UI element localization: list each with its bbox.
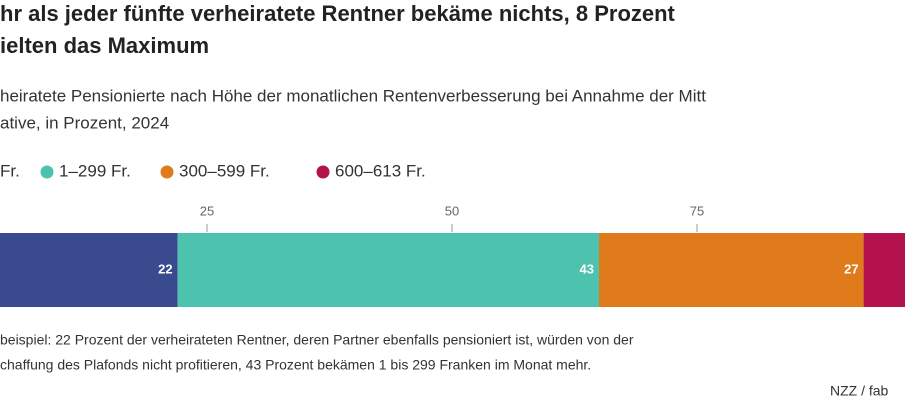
legend-marker: [40, 165, 54, 179]
value-label: 27: [844, 261, 858, 276]
legend-label: 600–613 Fr.: [335, 161, 426, 180]
footnote: beispiel: 22 Prozent der verheirateten R…: [0, 332, 634, 348]
chart-subtitle: ative, in Prozent, 2024: [0, 113, 169, 132]
bar-segment: [177, 233, 599, 307]
bar-segment: [863, 233, 905, 307]
legend-marker: [160, 165, 174, 179]
bar-segment: [599, 233, 864, 307]
legend-label: 1–299 Fr.: [59, 161, 131, 180]
footnote: chaffung des Plafonds nicht profitieren,…: [0, 357, 591, 373]
legend-label: 300–599 Fr.: [179, 161, 270, 180]
value-label: 22: [158, 261, 172, 276]
x-tick-label: 75: [690, 203, 704, 218]
legend-marker: [316, 165, 330, 179]
legend-label: Fr.: [0, 161, 20, 180]
chart-subtitle: heiratete Pensionierte nach Höhe der mon…: [0, 86, 706, 105]
source: NZZ / fab: [830, 383, 889, 399]
chart-title: hr als jeder fünfte verheiratete Rentner…: [0, 1, 676, 26]
chart-title: ielten das Maximum: [0, 33, 209, 58]
x-tick-label: 50: [445, 203, 459, 218]
x-tick-label: 25: [200, 203, 214, 218]
value-label: 43: [580, 261, 594, 276]
bar-segment: [0, 233, 178, 307]
